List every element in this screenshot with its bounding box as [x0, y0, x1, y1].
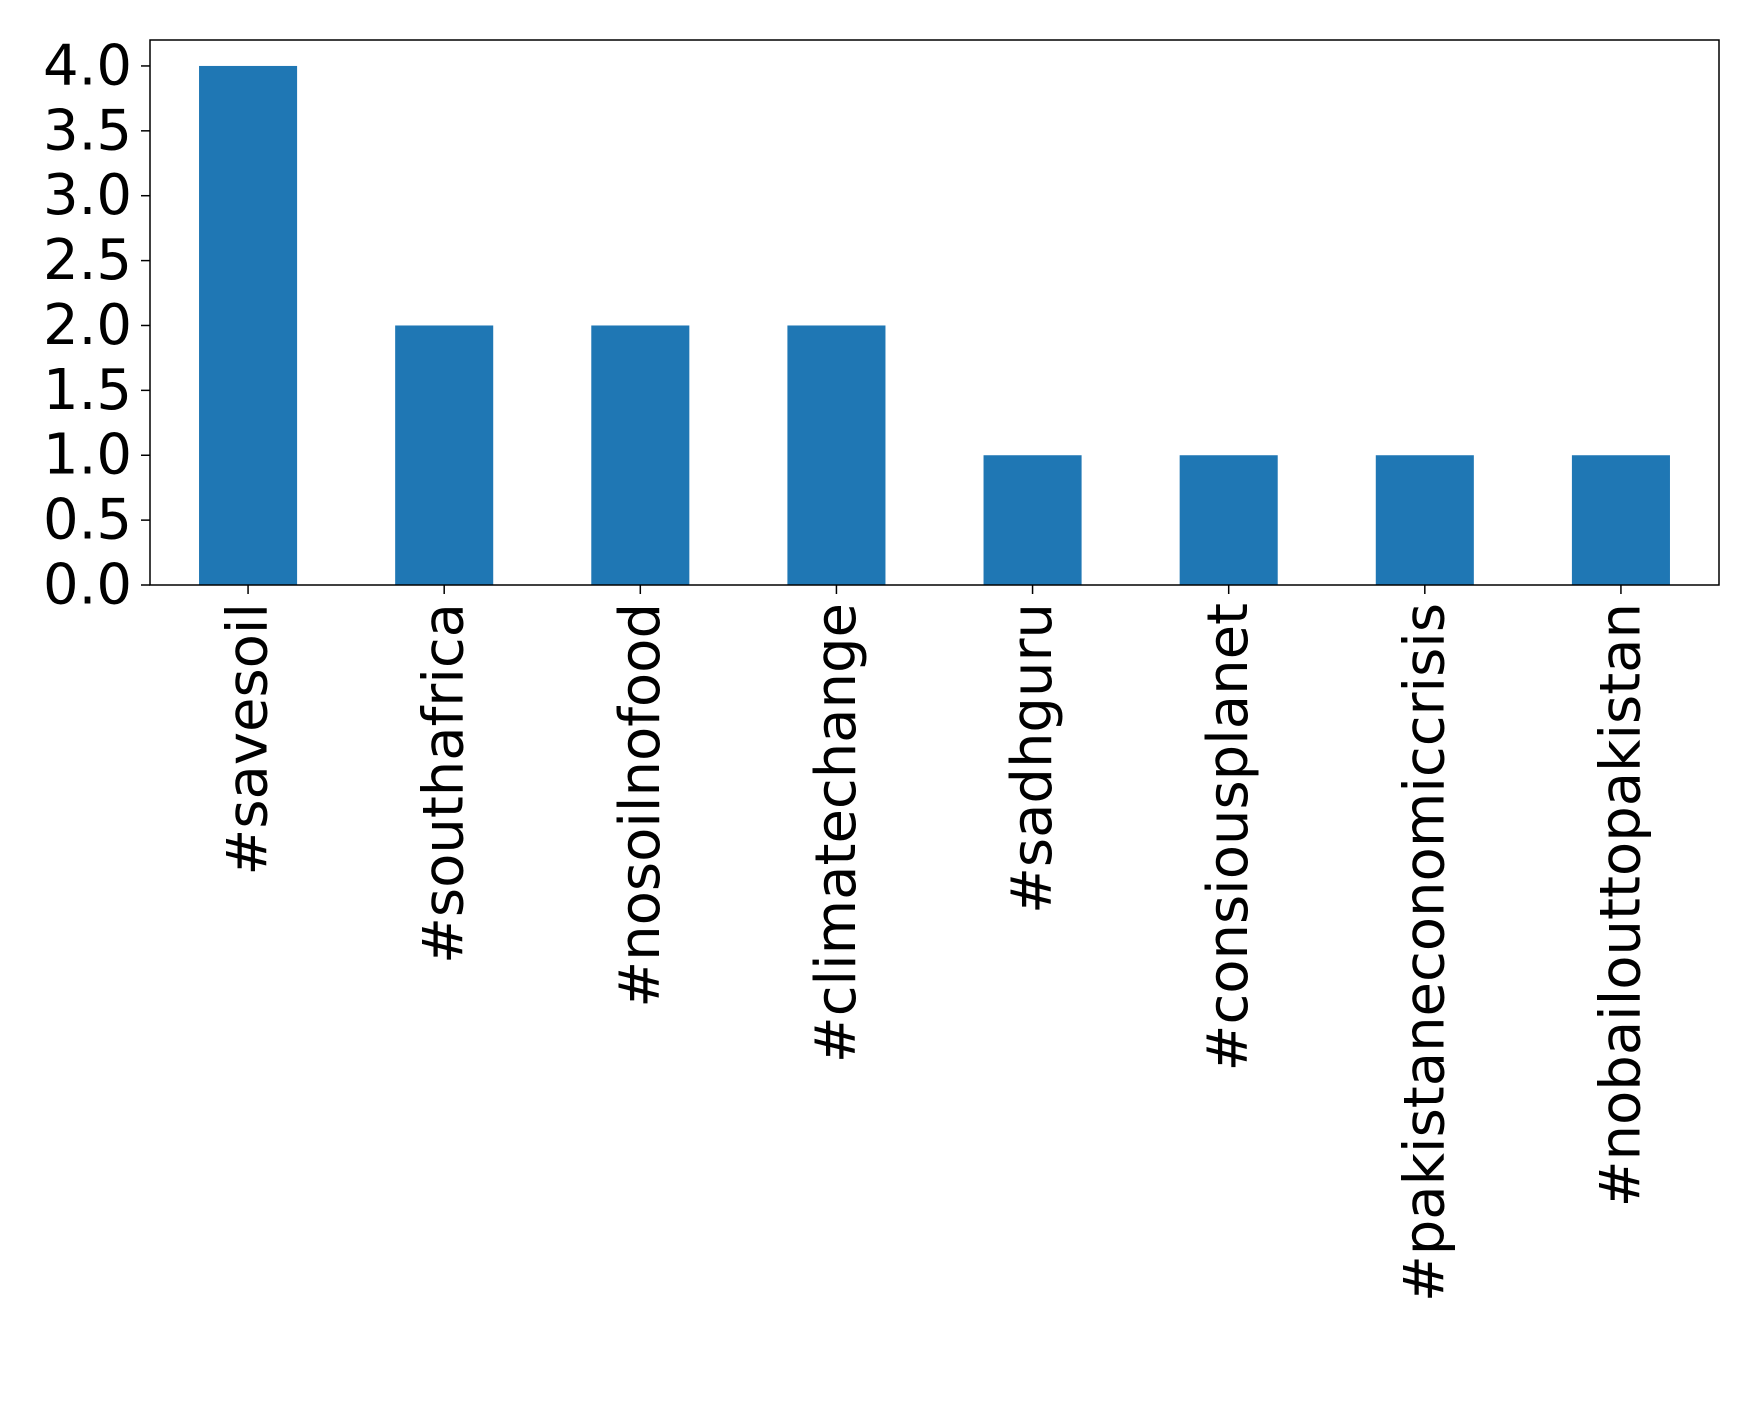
y-tick-label: 1.5	[43, 358, 132, 423]
bar	[1179, 455, 1278, 585]
x-tick-label: #consiousplanet	[1196, 603, 1261, 1071]
x-tick-label: #nobailouttopakistan	[1588, 603, 1653, 1207]
y-tick-label: 0.0	[43, 553, 132, 618]
y-tick-label: 2.5	[43, 228, 132, 293]
x-tick-label: #climatechange	[804, 603, 869, 1063]
y-tick-label: 2.0	[43, 293, 132, 358]
bar	[1375, 455, 1474, 585]
bar	[591, 325, 690, 585]
y-tick-label: 1.0	[43, 423, 132, 488]
x-tick-label: #southafrica	[412, 603, 477, 964]
y-tick-label: 3.5	[43, 98, 132, 163]
bar	[983, 455, 1082, 585]
plot-frame	[149, 39, 1720, 586]
y-tick-label: 3.0	[43, 163, 132, 228]
x-tick-label: #savesoil	[216, 603, 281, 876]
y-tick-label: 4.0	[43, 33, 132, 98]
bar	[395, 325, 494, 585]
bar	[199, 65, 298, 585]
x-tick-label: #nosoilnofood	[608, 603, 673, 1008]
bar	[787, 325, 886, 585]
bar	[1571, 455, 1670, 585]
x-tick-label: #pakistaneconomiccrisis	[1392, 603, 1457, 1302]
y-tick-label: 0.5	[43, 488, 132, 553]
x-tick-label: #sadhguru	[1000, 603, 1065, 914]
